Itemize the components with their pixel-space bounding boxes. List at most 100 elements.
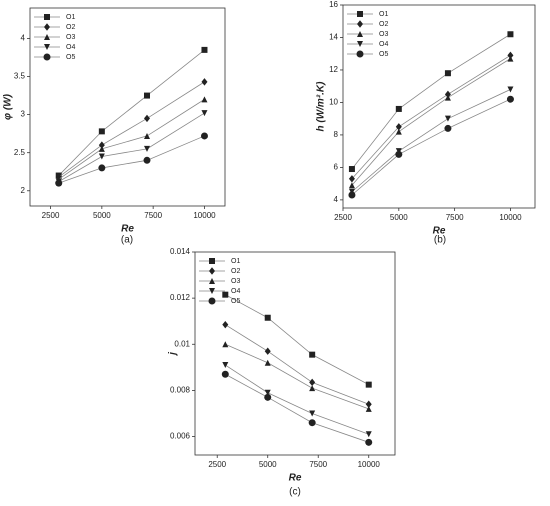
data-point bbox=[365, 381, 372, 388]
data-point bbox=[365, 400, 372, 408]
legend-label: O4 bbox=[379, 41, 388, 48]
data-point bbox=[308, 419, 316, 427]
series-line bbox=[225, 364, 369, 435]
legend-marker bbox=[208, 297, 216, 305]
data-point bbox=[222, 320, 229, 329]
data-point bbox=[201, 96, 208, 103]
data-point bbox=[309, 378, 316, 387]
panel-label: (a) bbox=[121, 235, 133, 246]
y-tick-label: 12 bbox=[329, 65, 338, 74]
data-point bbox=[222, 291, 229, 298]
y-tick-label: 0.012 bbox=[170, 293, 191, 302]
data-point bbox=[221, 370, 229, 378]
data-point bbox=[201, 78, 208, 86]
legend-label: O4 bbox=[66, 44, 75, 51]
series-line bbox=[58, 49, 205, 176]
legend-marker bbox=[209, 278, 215, 284]
series-line bbox=[58, 81, 205, 178]
data-point bbox=[507, 86, 514, 93]
x-tick-label: 7500 bbox=[144, 211, 162, 220]
legend-label: O1 bbox=[379, 11, 388, 18]
data-point bbox=[506, 95, 514, 103]
y-tick-label: 2.5 bbox=[14, 148, 26, 157]
data-point bbox=[264, 389, 271, 396]
y-tick-label: 4 bbox=[334, 195, 339, 204]
data-point bbox=[507, 55, 514, 62]
data-point bbox=[309, 385, 316, 392]
y-tick-label: 16 bbox=[329, 0, 338, 9]
x-tick-label: 2500 bbox=[334, 213, 352, 222]
legend-marker bbox=[44, 23, 50, 31]
data-point bbox=[55, 179, 63, 187]
data-point bbox=[144, 145, 150, 152]
data-point bbox=[264, 393, 272, 401]
legend-marker bbox=[209, 288, 215, 294]
series-line bbox=[351, 58, 511, 186]
panel-label: (c) bbox=[289, 487, 301, 498]
data-point bbox=[507, 31, 514, 38]
legend-label: O5 bbox=[379, 51, 388, 58]
data-point bbox=[264, 314, 271, 321]
series-line bbox=[351, 33, 511, 170]
legend-label: O5 bbox=[66, 54, 75, 61]
plot-frame bbox=[29, 7, 226, 207]
y-tick-label: 10 bbox=[329, 98, 338, 107]
data-point bbox=[309, 351, 316, 358]
legend-label: O2 bbox=[379, 21, 388, 28]
legend-marker bbox=[357, 31, 363, 37]
x-tick-label: 5000 bbox=[390, 213, 408, 222]
legend-marker bbox=[357, 41, 363, 47]
y-axis-title: h (W/m².K) bbox=[316, 81, 327, 132]
y-tick-label: 14 bbox=[329, 33, 338, 42]
legend-label: O1 bbox=[231, 258, 240, 265]
legend-marker bbox=[43, 53, 51, 61]
x-tick-label: 5000 bbox=[259, 460, 277, 469]
y-tick-label: 6 bbox=[334, 163, 339, 172]
data-point bbox=[444, 115, 451, 122]
data-point bbox=[395, 123, 402, 131]
y-tick-label: 0.01 bbox=[174, 339, 190, 348]
data-point bbox=[264, 347, 271, 355]
x-tick-label: 7500 bbox=[309, 460, 327, 469]
series-line bbox=[351, 55, 511, 180]
y-tick-label: 3 bbox=[21, 110, 26, 119]
x-tick-label: 2500 bbox=[208, 460, 226, 469]
y-tick-label: 8 bbox=[334, 130, 339, 139]
data-point bbox=[98, 128, 105, 135]
legend-marker bbox=[44, 44, 50, 50]
x-tick-label: 2500 bbox=[42, 211, 60, 220]
data-point bbox=[144, 92, 150, 99]
data-point bbox=[222, 341, 229, 348]
series-line bbox=[225, 373, 369, 443]
x-tick-label: 7500 bbox=[446, 213, 464, 222]
legend-marker bbox=[209, 258, 215, 264]
data-point bbox=[507, 51, 514, 60]
data-point bbox=[348, 182, 355, 189]
data-point bbox=[201, 110, 208, 117]
plot-frame bbox=[342, 4, 536, 209]
data-point bbox=[365, 431, 372, 438]
y-tick-label: 0.006 bbox=[170, 432, 191, 441]
data-point bbox=[200, 132, 208, 140]
y-axis-title: φ (W) bbox=[3, 93, 14, 120]
data-point bbox=[264, 359, 271, 366]
data-point bbox=[395, 128, 402, 135]
data-point bbox=[348, 166, 355, 173]
data-point bbox=[98, 141, 105, 149]
data-point bbox=[98, 164, 106, 172]
legend-marker bbox=[44, 34, 50, 40]
legend-marker bbox=[209, 267, 215, 275]
data-point bbox=[222, 362, 229, 369]
series-line bbox=[225, 324, 369, 405]
data-point bbox=[365, 438, 373, 446]
data-point bbox=[98, 153, 105, 160]
x-axis-title: Re bbox=[289, 473, 302, 484]
x-tick-label: 5000 bbox=[93, 211, 111, 220]
plot-frame bbox=[194, 251, 396, 456]
series-line bbox=[225, 294, 369, 385]
y-tick-label: 4 bbox=[21, 34, 26, 43]
series-line bbox=[58, 112, 205, 182]
x-tick-label: 10000 bbox=[499, 213, 522, 222]
data-point bbox=[444, 70, 451, 77]
